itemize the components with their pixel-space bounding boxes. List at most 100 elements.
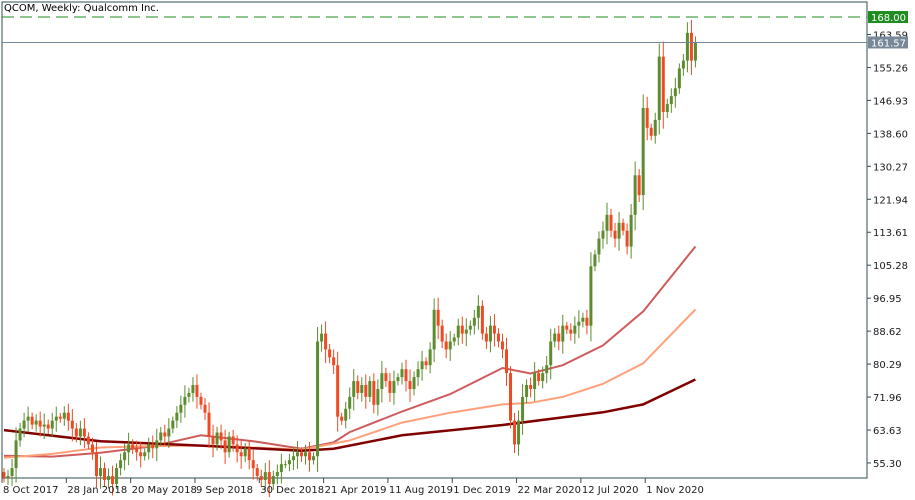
x-tick-label: 28 Jan 2018 [67,485,127,496]
candle-body [10,468,14,477]
candle-body [673,88,677,97]
candle-body [6,476,10,478]
candle [428,342,432,374]
candle-body [440,325,444,342]
candle [304,444,307,465]
candle [283,460,287,469]
candle-body [74,428,78,437]
candle-body [127,444,131,453]
candle [211,424,215,458]
candle-body [416,369,420,378]
candle [500,333,504,359]
candle [565,321,569,334]
candle [78,420,82,446]
candle-body [617,222,621,239]
candle-body [625,230,629,247]
level-line-badge [868,11,908,24]
candle [472,309,476,335]
candle-body [404,369,408,382]
candle [275,464,279,485]
candle-body [537,373,541,382]
candle-body [167,428,171,437]
candle [597,231,601,263]
candle-body [573,325,577,334]
x-tick-label: 9 Sep 2018 [196,485,253,496]
candle [585,309,589,335]
candle-body [308,452,312,461]
candle-body [304,452,307,457]
candle [46,419,50,435]
y-tick-label: 96.95 [873,294,902,305]
candle-body [223,440,227,453]
candle-body [316,341,320,457]
candle-body [340,416,344,421]
candle-body [251,460,255,469]
candle [103,462,106,487]
candle [436,297,440,340]
candle [509,366,513,429]
candle [179,395,183,423]
candle [629,204,633,259]
candle [259,469,263,488]
candle [468,320,472,336]
candle-body [187,392,191,397]
candle-body [529,385,533,389]
candles [2,19,697,498]
candle-body [103,468,106,480]
candle [689,19,693,76]
candle [312,452,316,465]
candle [139,442,143,468]
candle-body [420,361,424,370]
candle [287,453,291,472]
candle [589,252,593,342]
candle [26,406,30,432]
candle [263,462,267,491]
candle-body [585,317,589,326]
candle [131,439,135,454]
candle [86,432,90,449]
candle-body [247,448,251,461]
candle [561,314,565,354]
candle [187,387,191,403]
candle [251,449,255,480]
candle-body [637,175,641,196]
y-tick-label: 113.61 [873,228,908,239]
candle-body [509,373,513,421]
candle [545,356,549,384]
candle-body [581,317,585,322]
candle [505,337,508,386]
y-tick-label: 88.62 [873,327,902,338]
candle-body [179,404,183,413]
candle-body [488,325,492,342]
candle-body [46,424,50,429]
candle-body [665,104,669,112]
candle-body [364,385,368,397]
candle [74,423,78,443]
candle [677,63,681,94]
candle [593,250,597,272]
candle [247,440,251,470]
candle [227,431,231,458]
candle [577,310,581,339]
candle [476,295,480,330]
candle [525,379,529,404]
candle [231,429,235,452]
candle [98,456,102,489]
y-tick-label: 155.26 [873,63,908,74]
candle [685,22,689,73]
y-tick-label: 63.63 [873,426,902,437]
candle [243,442,247,463]
candle-body [50,420,54,429]
candle-body [613,230,617,239]
candle [420,350,424,381]
x-tick-label: 30 Dec 2018 [260,485,324,496]
candle [90,437,94,460]
candle [541,366,545,389]
candle [171,416,175,434]
candle-body [283,464,287,466]
y-tick-label: 105.28 [873,261,908,272]
candle [235,435,239,463]
candle [18,422,22,447]
candle-body [62,412,66,419]
